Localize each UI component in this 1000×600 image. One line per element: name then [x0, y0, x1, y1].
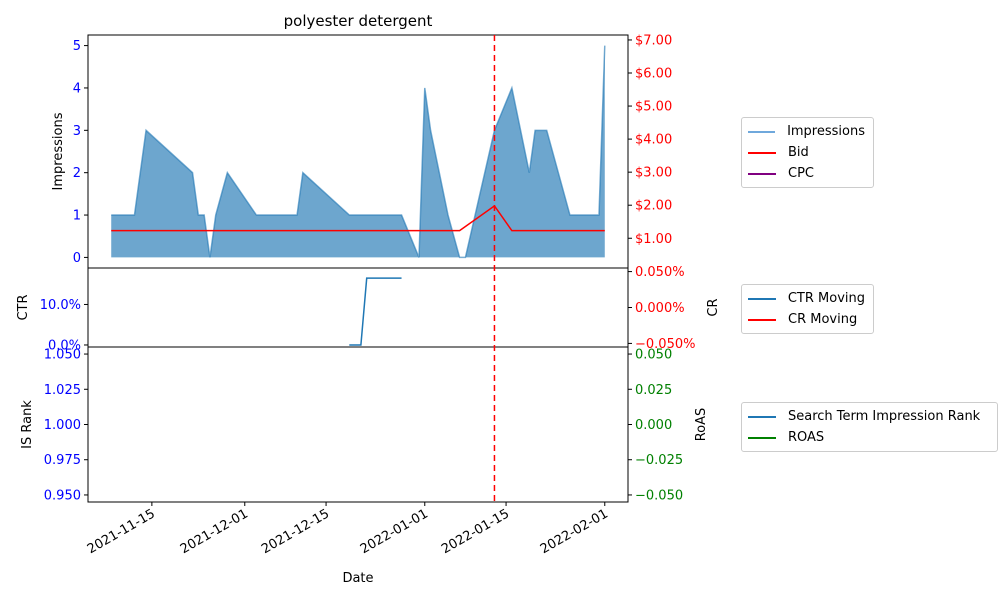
y2-tick-label: 0.025 [635, 383, 672, 398]
y2-tick-label: −0.025 [635, 453, 683, 468]
legend-label: CTR Moving [787, 291, 865, 306]
legend-swatch [748, 415, 776, 418]
axes-frame [87, 346, 629, 503]
legend-item-ctr-moving: CTR Moving [748, 288, 865, 309]
legend-label: CR Moving [788, 312, 858, 327]
legend-label: ROAS [788, 430, 825, 445]
x-axis-label: Date [342, 571, 373, 586]
y-tick-label: 0.0% [48, 338, 81, 353]
legend-swatch [748, 172, 776, 175]
legend-swatch [748, 318, 776, 321]
y2-tick-label: 0.050 [635, 348, 672, 363]
chart-title: polyester detergent [284, 12, 433, 30]
legend-impressions: Impressions Bid CPC [741, 117, 874, 188]
impressions-panel: polyester detergent 0 1 2 3 4 5 $1.00 $2.00 $3.0… [51, 12, 672, 269]
y-tick-label: 0.950 [44, 488, 81, 503]
legend-item-impression-rank: Search Term Impression Rank [748, 406, 989, 427]
y-tick-label: 10.0% [40, 298, 81, 313]
rank-panel: 0.950 0.975 1.000 1.025 1.050 −0.050 −0.025 0.0… [20, 346, 709, 586]
x-tick-label: 2022-01-01 [358, 506, 431, 557]
y-tick-label: 3 [73, 124, 81, 139]
y2-tick-label: $6.00 [635, 67, 672, 82]
ctr-panel: 0.0% 10.0% 0.050% 0.000% −0.050% CTR CR [16, 265, 721, 353]
ctr-moving-line [349, 277, 402, 346]
y2-tick-label: $4.00 [635, 133, 672, 148]
y2-tick-label: 0.000% [635, 301, 685, 316]
legend-label: Bid [788, 145, 809, 160]
y-tick-label: 1.025 [44, 383, 81, 398]
legend-item-bid: Bid [748, 142, 865, 163]
y2-tick-label: 0.000 [635, 418, 672, 433]
y2-tick-label: −0.050 [635, 488, 683, 503]
y-axis-label: IS Rank [20, 400, 35, 449]
legend-label: CPC [788, 166, 814, 181]
legend-rank: Search Term Impression Rank ROAS [741, 402, 998, 452]
y2-axis-label: CR [706, 298, 721, 316]
y-tick-label: 0 [73, 251, 81, 266]
y-tick-label: 0.975 [44, 453, 81, 468]
x-tick-label: 2021-11-15 [85, 506, 158, 557]
x-tick-label: 2022-02-01 [538, 506, 611, 557]
x-tick-label: 2021-12-01 [178, 506, 251, 557]
y2-tick-label: $3.00 [635, 166, 672, 181]
y2-tick-label: −0.050% [635, 337, 695, 352]
legend-label: Search Term Impression Rank [788, 409, 981, 424]
legend-item-cpc: CPC [748, 163, 865, 184]
y2-tick-label: $7.00 [635, 33, 672, 48]
legend-item-cr-moving: CR Moving [748, 309, 865, 330]
impressions-area [111, 45, 605, 258]
y2-axis-label: RoAS [694, 408, 709, 442]
y-tick-label: 4 [73, 81, 81, 96]
legend-item-roas: ROAS [748, 427, 989, 448]
y-tick-label: 1 [73, 209, 81, 224]
y2-tick-label: $2.00 [635, 199, 672, 214]
impressions-line [111, 45, 606, 259]
y-tick-label: 1.000 [44, 418, 81, 433]
x-tick-label: 2022-01-15 [439, 506, 512, 557]
y-axis-label: CTR [16, 294, 31, 320]
y-axis-label: Impressions [51, 112, 66, 190]
y-tick-label: 1.050 [44, 348, 81, 363]
legend-item-impressions: Impressions [748, 121, 865, 142]
legend-swatch [748, 130, 776, 133]
legend-swatch [748, 151, 776, 154]
y-tick-label: 2 [73, 166, 81, 181]
legend-swatch [748, 297, 776, 300]
y2-tick-label: $5.00 [635, 100, 672, 115]
legend-label: Impressions [787, 124, 865, 139]
y2-tick-label: $1.00 [635, 232, 672, 247]
y2-tick-label: 0.050% [635, 265, 685, 280]
x-tick-label: 2021-12-15 [259, 506, 332, 557]
legend-ctr: CTR Moving CR Moving [741, 284, 874, 334]
axes-frame [87, 267, 629, 348]
y-tick-label: 5 [73, 39, 81, 54]
legend-swatch [748, 436, 776, 439]
